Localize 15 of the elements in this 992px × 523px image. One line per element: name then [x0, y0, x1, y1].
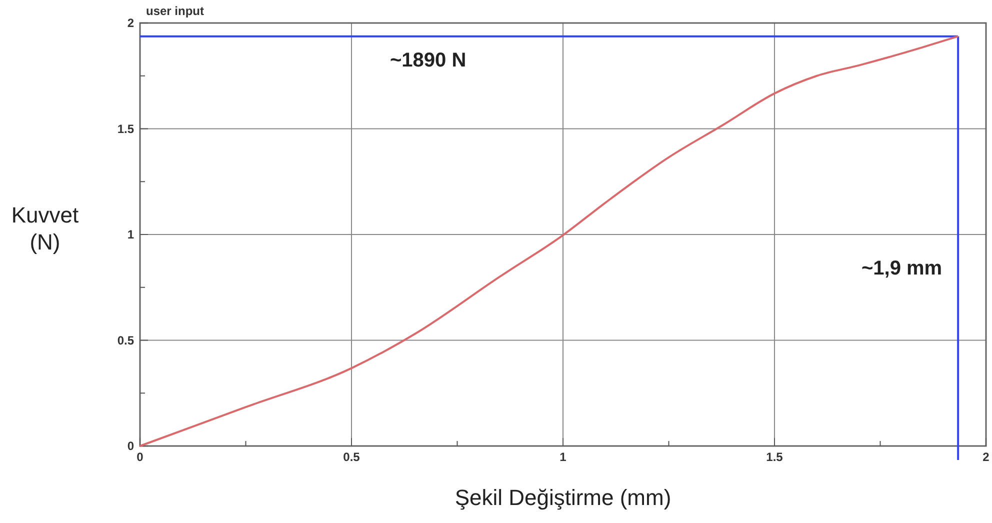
ref-line-label: ~1890 N	[390, 49, 466, 72]
y-tick-label: 0.5	[117, 333, 134, 348]
chart-title: user input	[146, 4, 204, 18]
y-tick-label: 2	[127, 16, 134, 30]
x-axis-title: Şekil Değiştirme (mm)	[454, 485, 672, 510]
x-tick-label: 1.5	[766, 450, 784, 464]
x-tick-label: 1	[560, 450, 567, 464]
x-tick-label: 2	[982, 450, 990, 464]
y-axis-title: Kuvvet (N)	[11, 202, 79, 254]
x-tick-label: 0.5	[343, 450, 360, 464]
ref-line-label: ~1,9 mm	[861, 258, 942, 280]
y-tick-label: 0	[127, 439, 134, 453]
y-tick-label: 1.5	[117, 122, 134, 136]
x-tick-label: 0	[136, 450, 144, 464]
y-tick-label: 1	[127, 228, 134, 242]
